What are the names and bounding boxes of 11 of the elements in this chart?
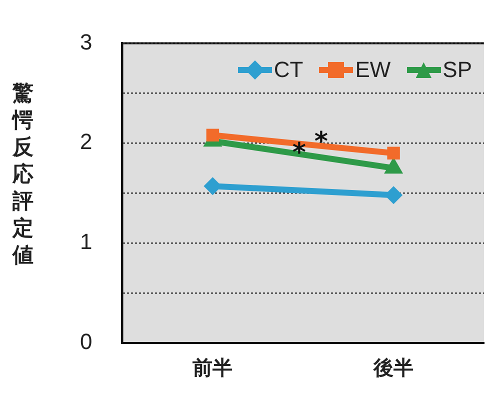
x-tick-label: 後半 [372,358,414,380]
legend-label: CT [274,57,304,84]
y-tick-label: 3 [80,29,92,54]
legend-label: EW [355,57,391,84]
legend-label: SP [442,57,472,84]
point [387,146,400,160]
y-tick-label: 2 [80,129,92,154]
y-tick-label: 0 [80,329,92,354]
x-tick-label: 前半 [192,358,233,380]
y-axis-title: 驚愕反応評定値 [10,80,34,269]
y-tick-label: 1 [80,229,92,254]
